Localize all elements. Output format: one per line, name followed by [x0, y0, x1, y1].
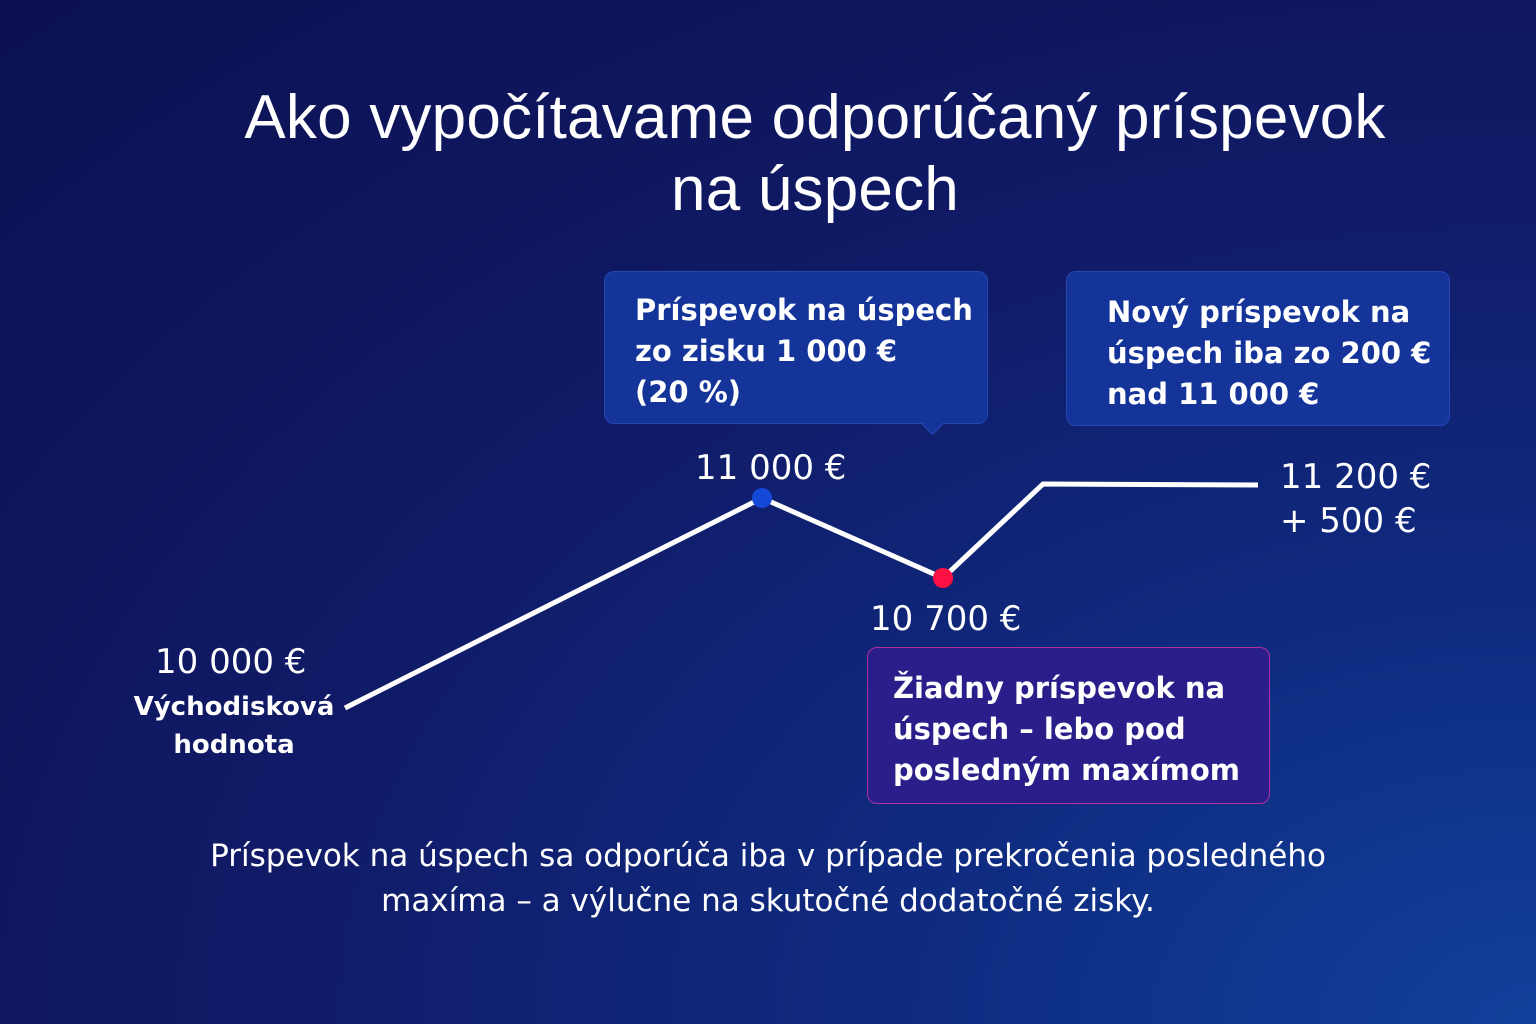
start-value: 10 000 €	[155, 642, 307, 682]
callout-new-fee-line-3: nad 11 000 €	[1107, 377, 1320, 411]
start-label-line-1: Východisková	[133, 692, 335, 722]
start-label-line-2: hodnota	[173, 730, 295, 760]
callout-new-fee-line-1: Nový príspevok na	[1107, 295, 1411, 329]
page-title: Ako vypočítavame odporúčaný príspevok na…	[100, 82, 1530, 226]
callout-no-fee-line-2: úspech – lebo pod	[893, 712, 1186, 746]
dip-value: 10 700 €	[870, 599, 1022, 639]
callout-no-fee-line-1: Žiadny príspevok na	[893, 671, 1226, 705]
peak-marker	[752, 488, 772, 508]
callout-new-fee: Nový príspevok na úspech iba zo 200 € na…	[1066, 271, 1450, 426]
peak-value: 11 000 €	[695, 448, 847, 488]
callout-gain-fee: Príspevok na úspech zo zisku 1 000 € (20…	[604, 271, 988, 436]
start-label: Východisková hodnota	[120, 688, 348, 764]
callout-no-fee: Žiadny príspevok na úspech – lebo pod po…	[867, 647, 1270, 804]
title-line-1: Ako vypočítavame odporúčaný príspevok	[244, 83, 1386, 152]
callout-gain-fee-line-2: zo zisku 1 000 €	[635, 334, 898, 368]
footer-line-1: Príspevok na úspech sa odporúča iba v pr…	[210, 838, 1326, 874]
title-line-2: na úspech	[671, 155, 959, 224]
dip-marker	[933, 568, 953, 588]
end-extra-value: + 500 €	[1280, 501, 1417, 541]
footer-line-2: maxíma – a výlučne na skutočné dodatočné…	[381, 883, 1155, 919]
end-value: 11 200 €	[1280, 457, 1432, 497]
callout-no-fee-line-3: posledným maxímom	[893, 753, 1240, 787]
callout-gain-fee-line-3: (20 %)	[635, 375, 742, 409]
callout-new-fee-line-2: úspech iba zo 200 €	[1107, 336, 1432, 370]
footer-note: Príspevok na úspech sa odporúča iba v pr…	[0, 834, 1536, 924]
callout-gain-fee-line-1: Príspevok na úspech	[635, 293, 973, 327]
